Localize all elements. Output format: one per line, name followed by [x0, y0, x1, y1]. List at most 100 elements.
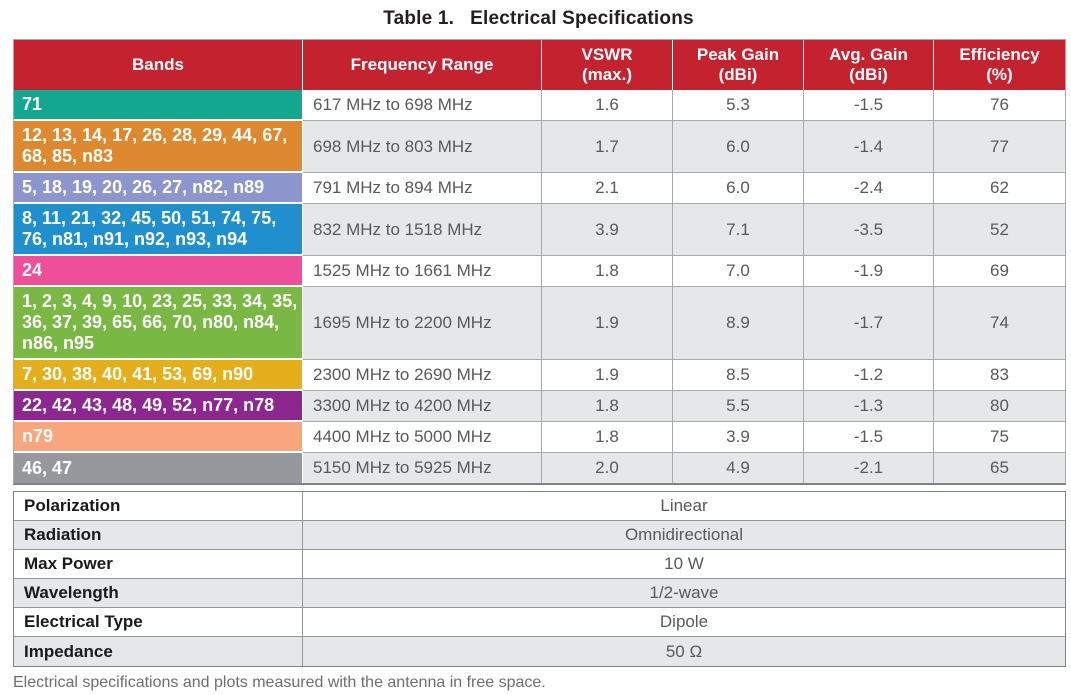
efficiency-cell: 69 — [934, 256, 1065, 287]
property-row-wavelength: Wavelength 1/2-wave — [14, 579, 1065, 608]
property-label: Wavelength — [14, 579, 303, 608]
properties-table-body: Polarization Linear Radiation Omnidirection… — [14, 492, 1065, 666]
peak-gain-cell: 4.9 — [673, 453, 804, 483]
peak-gain-cell: 5.5 — [673, 391, 804, 422]
spec-table-header: Bands Frequency Range VSWR (max.) Peak Gain(… — [14, 40, 1065, 90]
frequency-range-cell: 3300 MHz to 4200 MHz — [303, 391, 542, 422]
band-cell: 8, 11, 21, 32, 45, 50, 51, 74, 75, 76, n… — [14, 204, 303, 256]
header-line2: (dBi) — [718, 65, 758, 84]
avg-gain-cell: -2.1 — [804, 453, 934, 483]
efficiency-cell: 74 — [934, 287, 1065, 360]
frequency-range-cell: 791 MHz to 894 MHz — [303, 173, 542, 204]
header-line1: VSWR — [581, 45, 633, 64]
avg-gain-cell: -1.2 — [804, 360, 934, 391]
peak-gain-cell: 7.1 — [673, 204, 804, 256]
efficiency-cell: 77 — [934, 121, 1065, 173]
property-row-impedance: Impedance 50 Ω — [14, 637, 1065, 666]
vswr-cell: 1.9 — [542, 360, 673, 391]
property-row-max-power: Max Power 10 W — [14, 550, 1065, 579]
property-value: 1/2-wave — [303, 579, 1065, 608]
vswr-cell: 3.9 — [542, 204, 673, 256]
property-row-electrical-type: Electrical Type Dipole — [14, 608, 1065, 637]
electrical-specifications-table: Bands Frequency Range VSWR (max.) Peak Gain(… — [13, 39, 1066, 485]
avg-gain-cell: -1.9 — [804, 256, 934, 287]
table-title-prefix: Table 1. — [383, 8, 455, 29]
property-label: Polarization — [14, 492, 303, 521]
header-line2: (%) — [986, 65, 1013, 84]
property-row-radiation: Radiation Omnidirectional — [14, 521, 1065, 550]
band-cell: 46, 47 — [14, 453, 303, 483]
table-title: Table 1. Electrical Specifications — [13, 8, 1064, 30]
table-row: 5, 18, 19, 20, 26, 27, n82, n89 791 MHz t… — [14, 173, 1065, 204]
property-value: Dipole — [303, 608, 1065, 637]
spec-table-body: 71 617 MHz to 698 MHz 1.6 5.3 -1.5 76 12, 13, … — [14, 90, 1065, 483]
table-row: 22, 42, 43, 48, 49, 52, n77, n78 3300 MHz… — [14, 391, 1065, 422]
efficiency-cell: 75 — [934, 422, 1065, 453]
avg-gain-cell: -1.7 — [804, 287, 934, 360]
peak-gain-cell: 7.0 — [673, 256, 804, 287]
frequency-range-cell: 4400 MHz to 5000 MHz — [303, 422, 542, 453]
property-value: Omnidirectional — [303, 521, 1065, 550]
header-row: Bands Frequency Range VSWR (max.) Peak Gain(… — [14, 40, 1065, 90]
band-cell: 12, 13, 14, 17, 26, 28, 29, 44, 67, 68, … — [14, 121, 303, 173]
vswr-cell: 1.8 — [542, 256, 673, 287]
vswr-cell: 1.6 — [542, 90, 673, 121]
peak-gain-cell: 8.5 — [673, 360, 804, 391]
property-label: Impedance — [14, 637, 303, 666]
column-header-peak-gain: Peak Gain (dBi) — [673, 40, 804, 90]
avg-gain-cell: -3.5 — [804, 204, 934, 256]
band-cell: 5, 18, 19, 20, 26, 27, n82, n89 — [14, 173, 303, 204]
table-row: 8, 11, 21, 32, 45, 50, 51, 74, 75, 76, n… — [14, 204, 1065, 256]
header-line2: (dBi) — [849, 65, 888, 84]
avg-gain-cell: -1.3 — [804, 391, 934, 422]
vswr-cell: 1.8 — [542, 422, 673, 453]
frequency-range-cell: 2300 MHz to 2690 MHz — [303, 360, 542, 391]
avg-gain-cell: -1.4 — [804, 121, 934, 173]
band-cell: 7, 30, 38, 40, 41, 53, 69, n90 — [14, 360, 303, 391]
property-label: Electrical Type — [14, 608, 303, 637]
table-row: 12, 13, 14, 17, 26, 28, 29, 44, 67, 68, … — [14, 121, 1065, 173]
vswr-cell: 2.1 — [542, 173, 673, 204]
avg-gain-cell: -1.5 — [804, 422, 934, 453]
vswr-cell: 2.0 — [542, 453, 673, 483]
peak-gain-cell: 3.9 — [673, 422, 804, 453]
table-title-text: Electrical Specifications — [470, 8, 694, 29]
band-cell: 71 — [14, 90, 303, 121]
efficiency-cell: 65 — [934, 453, 1065, 483]
property-row-polarization: Polarization Linear — [14, 492, 1065, 521]
property-value: Linear — [303, 492, 1065, 521]
vswr-cell: 1.8 — [542, 391, 673, 422]
header-line1: Peak Gain — [696, 45, 780, 64]
column-header-efficiency: Efficiency (%) — [934, 40, 1065, 90]
table-row: 71 617 MHz to 698 MHz 1.6 5.3 -1.5 76 — [14, 90, 1065, 121]
table-row: 24 1525 MHz to 1661 MHz 1.8 7.0 -1.9 69 — [14, 256, 1065, 287]
antenna-properties-table: Polarization Linear Radiation Omnidirection… — [13, 491, 1066, 667]
band-cell: 1, 2, 3, 4, 9, 10, 23, 25, 33, 34, 35, 3… — [14, 287, 303, 360]
table-row: n79 4400 MHz to 5000 MHz 1.8 3.9 -1.5 75 — [14, 422, 1065, 453]
table-row: 1, 2, 3, 4, 9, 10, 23, 25, 33, 34, 35, 3… — [14, 287, 1065, 360]
efficiency-cell: 62 — [934, 173, 1065, 204]
column-header-avg-gain: Avg. Gain (dBi) — [804, 40, 934, 90]
column-header-vswr: VSWR (max.) — [542, 40, 673, 90]
column-header-frequency-range: Frequency Range — [303, 40, 542, 90]
header-line1: Bands — [132, 55, 184, 74]
frequency-range-cell: 5150 MHz to 5925 MHz — [303, 453, 542, 483]
efficiency-cell: 83 — [934, 360, 1065, 391]
property-label: Radiation — [14, 521, 303, 550]
peak-gain-cell: 6.0 — [673, 121, 804, 173]
vswr-cell: 1.7 — [542, 121, 673, 173]
peak-gain-cell: 5.3 — [673, 90, 804, 121]
header-line2: (max.) — [581, 65, 633, 84]
band-cell: n79 — [14, 422, 303, 453]
frequency-range-cell: 698 MHz to 803 MHz — [303, 121, 542, 173]
peak-gain-cell: 8.9 — [673, 287, 804, 360]
efficiency-cell: 52 — [934, 204, 1065, 256]
frequency-range-cell: 1695 MHz to 2200 MHz — [303, 287, 542, 360]
header-line1: Frequency Range — [350, 55, 494, 74]
band-cell: 22, 42, 43, 48, 49, 52, n77, n78 — [14, 391, 303, 422]
table-row: 7, 30, 38, 40, 41, 53, 69, n90 2300 MHz t… — [14, 360, 1065, 391]
peak-gain-cell: 6.0 — [673, 173, 804, 204]
vswr-cell: 1.9 — [542, 287, 673, 360]
property-value: 50 Ω — [303, 637, 1065, 666]
avg-gain-cell: -2.4 — [804, 173, 934, 204]
